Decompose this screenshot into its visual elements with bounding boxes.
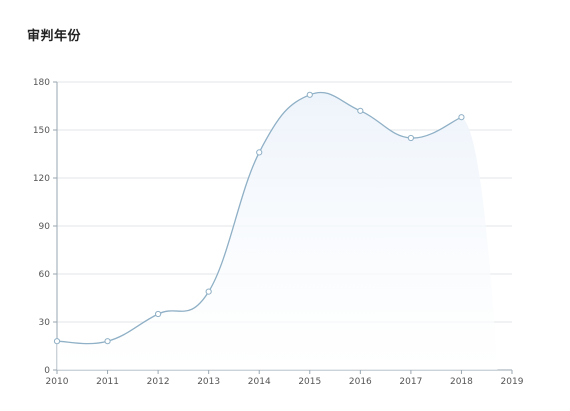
data-point [104, 338, 111, 345]
data-point [155, 310, 162, 318]
data-point [53, 338, 61, 345]
x-tick-label: 2017 [399, 377, 422, 387]
y-tick-label: 60 [39, 270, 51, 280]
series-area [57, 92, 498, 370]
x-tick-label: 2012 [147, 377, 170, 387]
x-tick-label: 2016 [349, 377, 372, 387]
x-tick-label: 2019 [501, 377, 524, 387]
series-line [56, 91, 462, 345]
x-tick-label: 2015 [298, 377, 321, 387]
chart-title: 审判年份 [27, 29, 82, 44]
data-point [458, 114, 465, 121]
y-tick-label: 90 [39, 222, 51, 232]
data-point [205, 288, 212, 295]
y-tick-label: 0 [44, 366, 50, 376]
data-point [256, 149, 263, 156]
data-point [357, 107, 364, 114]
x-tick-label: 2011 [96, 377, 119, 387]
y-tick-label: 150 [33, 126, 50, 136]
y-tick-label: 30 [39, 318, 51, 328]
x-tick-label: 2018 [450, 377, 473, 387]
x-tick-label: 2014 [248, 377, 271, 387]
x-tick-label: 2010 [46, 377, 69, 387]
x-tick-label: 2013 [197, 377, 220, 387]
y-tick-label: 120 [33, 174, 50, 184]
y-tick-label: 180 [33, 78, 50, 88]
data-point [407, 134, 414, 142]
data-point [306, 91, 313, 98]
